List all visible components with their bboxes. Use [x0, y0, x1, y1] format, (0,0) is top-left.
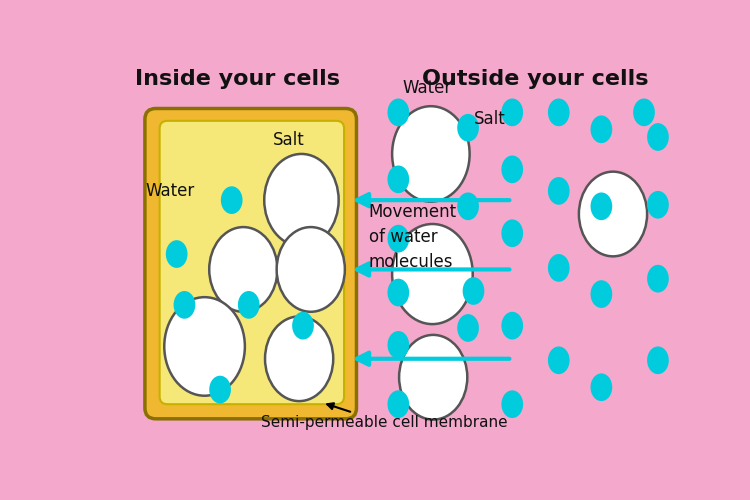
Ellipse shape	[647, 191, 669, 218]
Ellipse shape	[399, 335, 467, 419]
Ellipse shape	[392, 224, 472, 324]
Text: Salt: Salt	[473, 110, 506, 128]
Ellipse shape	[388, 98, 410, 126]
Ellipse shape	[164, 297, 244, 396]
Text: Semi-permeable cell membrane: Semi-permeable cell membrane	[261, 403, 508, 430]
Ellipse shape	[388, 225, 410, 252]
Ellipse shape	[647, 346, 669, 374]
Ellipse shape	[502, 312, 523, 340]
Ellipse shape	[579, 172, 647, 256]
Text: Movement
of water
molecules: Movement of water molecules	[369, 203, 457, 271]
Ellipse shape	[548, 346, 569, 374]
Ellipse shape	[388, 166, 410, 193]
Ellipse shape	[265, 316, 333, 401]
Text: Outside your cells: Outside your cells	[422, 69, 649, 89]
FancyBboxPatch shape	[160, 121, 344, 404]
Ellipse shape	[392, 106, 470, 202]
Text: Water: Water	[402, 79, 451, 97]
Ellipse shape	[209, 376, 231, 404]
Ellipse shape	[388, 390, 410, 418]
Ellipse shape	[590, 280, 612, 308]
Ellipse shape	[463, 277, 484, 305]
Ellipse shape	[277, 227, 345, 312]
Ellipse shape	[292, 312, 314, 340]
Ellipse shape	[548, 254, 569, 282]
Ellipse shape	[458, 114, 479, 141]
Ellipse shape	[548, 98, 569, 126]
Ellipse shape	[647, 265, 669, 292]
Ellipse shape	[238, 291, 260, 318]
Ellipse shape	[388, 278, 410, 306]
Ellipse shape	[647, 123, 669, 151]
Ellipse shape	[590, 116, 612, 143]
Ellipse shape	[548, 177, 569, 205]
Ellipse shape	[388, 331, 410, 359]
Ellipse shape	[166, 240, 188, 268]
Text: Salt: Salt	[273, 130, 305, 148]
Text: Water: Water	[146, 182, 194, 200]
FancyBboxPatch shape	[145, 108, 356, 419]
Ellipse shape	[209, 227, 278, 312]
Text: Inside your cells: Inside your cells	[135, 69, 340, 89]
Ellipse shape	[458, 314, 479, 342]
Ellipse shape	[590, 192, 612, 220]
Ellipse shape	[633, 98, 655, 126]
Ellipse shape	[502, 156, 523, 183]
Ellipse shape	[502, 390, 523, 418]
Ellipse shape	[502, 98, 523, 126]
Ellipse shape	[502, 220, 523, 247]
Ellipse shape	[590, 374, 612, 401]
Ellipse shape	[264, 154, 339, 246]
Ellipse shape	[173, 291, 195, 318]
Ellipse shape	[458, 192, 479, 220]
Ellipse shape	[220, 186, 242, 214]
